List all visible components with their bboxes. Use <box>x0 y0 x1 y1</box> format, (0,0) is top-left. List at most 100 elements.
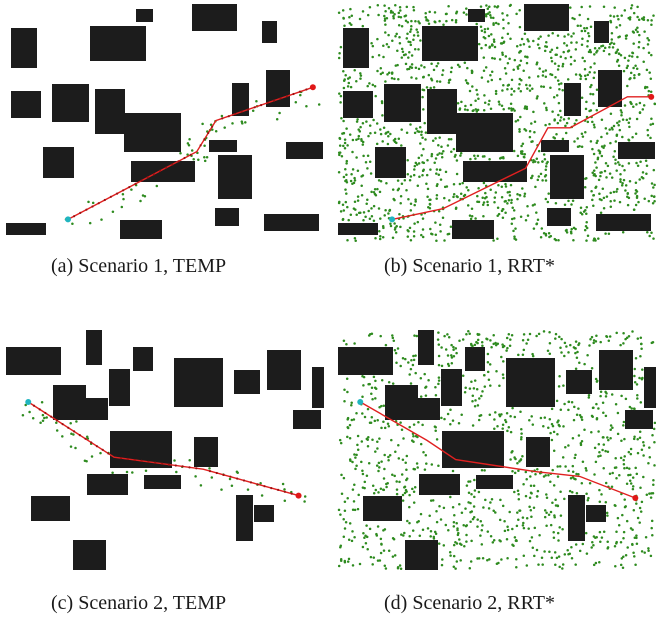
sample-point <box>223 126 226 129</box>
sample-point <box>395 492 399 496</box>
sample-point <box>486 80 490 83</box>
sample-point <box>607 438 610 442</box>
sample-point <box>639 486 642 490</box>
sample-point <box>649 554 653 558</box>
sample-point <box>569 55 573 59</box>
sample-point <box>455 521 458 525</box>
sample-point <box>547 426 550 429</box>
sample-point <box>428 514 431 518</box>
sample-point <box>528 419 531 422</box>
sample-point <box>482 181 486 185</box>
sample-point <box>484 66 488 69</box>
sample-point <box>601 401 605 404</box>
sample-point <box>400 473 404 476</box>
sample-point <box>571 464 575 468</box>
sample-point <box>639 342 643 346</box>
obstacle <box>468 9 485 22</box>
sample-point <box>489 384 492 387</box>
sample-point <box>421 228 425 231</box>
sample-point <box>386 73 389 76</box>
sample-point <box>595 402 598 406</box>
sample-point <box>544 174 548 177</box>
sample-point <box>473 489 477 492</box>
sample-point <box>570 227 573 231</box>
sample-point <box>530 515 533 518</box>
sample-point <box>523 107 527 110</box>
sample-point <box>410 24 413 28</box>
sample-point <box>511 527 514 531</box>
sample-point <box>522 69 525 72</box>
obstacles <box>6 4 323 239</box>
sample-point <box>626 546 629 549</box>
sample-point <box>646 133 650 137</box>
sample-point <box>511 206 514 210</box>
sample-point <box>513 471 517 475</box>
obstacle <box>266 70 290 107</box>
sample-point <box>618 120 621 123</box>
sample-point <box>616 161 620 164</box>
sample-point <box>366 407 370 411</box>
sample-point <box>379 551 383 555</box>
sample-point <box>616 411 620 415</box>
sample-point <box>340 492 344 496</box>
sample-point <box>482 201 486 204</box>
sample-point <box>570 203 573 206</box>
sample-point <box>579 442 583 445</box>
sample-point <box>449 408 452 412</box>
sample-point <box>442 544 446 547</box>
sample-point <box>454 347 458 350</box>
sample-point <box>490 70 494 73</box>
waypoint <box>116 192 119 195</box>
sample-point <box>377 53 381 57</box>
sample-point <box>547 34 550 37</box>
sample-point <box>615 530 618 534</box>
sample-point <box>497 100 501 103</box>
sample-point <box>506 525 509 528</box>
sample-point <box>382 126 386 130</box>
sample-point <box>632 437 636 441</box>
sample-point <box>383 4 386 7</box>
sample-point <box>400 25 404 28</box>
sample-point <box>601 448 604 452</box>
sample-point <box>522 526 526 530</box>
sample-point <box>555 399 559 403</box>
sample-point <box>617 523 621 527</box>
sample-point <box>585 212 588 215</box>
sample-point <box>628 179 632 183</box>
sample-point <box>356 448 360 451</box>
sample-point <box>624 553 628 557</box>
waypoint <box>283 490 286 493</box>
obstacle <box>11 91 41 118</box>
planned-path <box>391 96 652 221</box>
sample-point <box>494 191 498 194</box>
sample-point <box>487 378 491 381</box>
sample-point <box>481 390 484 393</box>
sample-point <box>383 453 386 457</box>
sample-point <box>542 231 546 235</box>
sample-point <box>539 35 542 38</box>
sample-point <box>367 435 370 439</box>
sample-point <box>649 77 653 81</box>
sample-point <box>400 56 404 59</box>
sample-point <box>415 127 418 130</box>
sample-point <box>479 520 483 523</box>
sample-point <box>627 162 631 165</box>
sample-point <box>384 567 388 570</box>
sample-point <box>391 555 395 558</box>
sample-point <box>650 519 654 523</box>
sample-point <box>339 513 342 516</box>
sample-point <box>447 364 451 368</box>
obstacle <box>618 142 655 159</box>
sample-point <box>294 101 298 104</box>
sample-point <box>600 171 603 174</box>
sample-point <box>613 199 616 202</box>
sample-point <box>362 384 365 387</box>
sample-point <box>376 447 379 450</box>
sample-point <box>599 174 602 178</box>
sample-point <box>548 418 552 421</box>
sample-point <box>518 50 522 53</box>
sample-point <box>652 237 655 240</box>
sample-point <box>627 59 630 62</box>
sample-point <box>379 72 383 76</box>
sample-point <box>589 338 592 341</box>
